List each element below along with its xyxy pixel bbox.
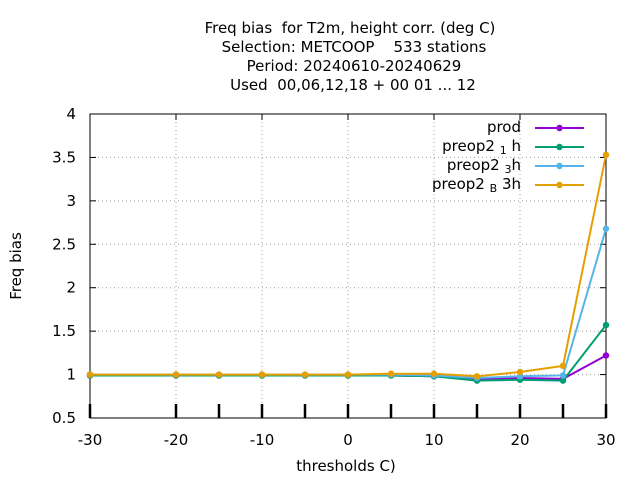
grid-layer [90,114,606,418]
series-point-1 [602,321,610,329]
x-tick-label: 30 [596,431,615,449]
legend-marker-1 [556,143,563,151]
x-tick-label: -10 [250,431,275,449]
series-layer [86,151,610,384]
axis-layer: 0.5 1 1.5 2 2.5 3 3.5 4 -30 -20 -10 0 10 20 30 [52,105,615,449]
series-point-1 [559,377,567,384]
series-line-2 [90,228,607,380]
chart-title-line-2: Selection: METCOOP 533 stations [221,38,487,56]
x-tick-label: 10 [424,431,443,449]
chart-title-line-1: Freq bias for T2m, height corr. (deg C) [204,19,496,37]
series-point-3 [516,368,524,376]
legend-label-3: preop2 B 3h [432,175,521,195]
x-tick-label: -30 [78,431,103,449]
y-tick-label: 2.5 [52,235,76,253]
series-point-3 [430,370,438,377]
y-tick-label: 0.5 [52,409,76,427]
series-point-2 [559,372,567,379]
series-point-3 [258,371,266,378]
series-point-0 [602,352,610,359]
y-tick-label: 4 [66,105,76,123]
series-point-3 [602,151,610,159]
chart-title-line-4: Used 00,06,12,18 + 00 01 ... 12 [230,76,476,94]
x-tick-label: 0 [343,431,353,449]
legend-marker-3 [556,181,563,189]
y-tick-label: 3.5 [52,148,76,166]
series-point-3 [559,362,567,370]
y-tick-label: 2 [66,279,76,297]
series-point-3 [301,371,309,378]
legend-label-1: preop2 1 h [442,137,521,157]
series-line-3 [90,154,607,378]
legend [535,124,584,189]
series-point-3 [473,373,481,380]
series-point-3 [215,371,223,378]
x-tick-label: 20 [510,431,529,449]
series-point-2 [602,225,610,232]
y-tick-label: 1 [66,366,76,384]
legend-label-2: preop2 3h [446,156,521,176]
y-tick-label: 1.5 [52,322,76,340]
x-axis-label: thresholds C) [296,457,396,475]
y-tick-label: 3 [66,192,76,210]
series-point-3 [344,371,352,378]
legend-label-0: prod [486,118,521,136]
series-point-3 [387,370,395,377]
legend-marker-0 [556,124,563,132]
series-point-3 [86,371,94,378]
series-point-3 [172,371,180,378]
legend-marker-2 [556,162,563,170]
x-tick-label: -20 [164,431,189,449]
chart-title-line-3: Period: 20240610-20240629 [246,57,462,75]
